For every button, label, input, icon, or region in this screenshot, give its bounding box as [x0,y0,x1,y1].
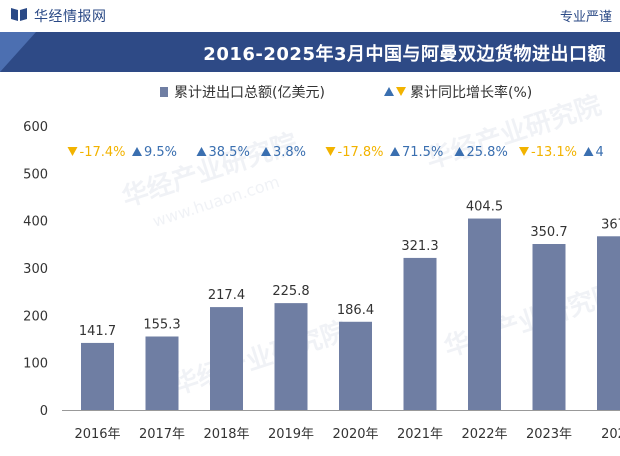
tagline: 专业严谨 [560,10,613,25]
x-tick-label: 202 [601,427,620,442]
growth-rate-label: 4 [596,145,604,160]
growth-up-icon [583,147,594,156]
y-tick-label: 200 [23,309,48,324]
growth-rate-label: -17.8% [338,145,384,160]
bar-value-label: 321.3 [401,239,438,254]
y-tick-label: 100 [23,357,48,372]
bar [81,342,114,410]
title-accent [0,32,36,72]
legend: 累计进出口总额(亿美元) 累计同比增长率(%) [0,80,620,102]
bar [597,236,620,410]
down-triangle-icon [396,87,406,96]
y-tick-label: 0 [40,404,48,419]
bar [210,307,243,410]
bar-value-label: 186.4 [337,303,374,318]
growth-down-icon [67,147,78,156]
bar-value-label: 367 [601,217,620,232]
title-bar: 2016-2025年3月中国与阿曼双边货物进出口额 [0,32,620,72]
bar [468,218,501,410]
x-tick-label: 2017年 [139,427,185,442]
bar [339,321,372,410]
bars [81,218,620,410]
x-tick-label: 2021年 [397,427,443,442]
growth-rate-label: 25.8% [467,145,508,160]
bar [532,244,566,410]
x-tick-label: 2022年 [461,427,507,442]
bar-value-label: 155.3 [143,317,180,332]
growth-rate-label: 38.5% [209,145,250,160]
top-bar: 华经情报网 专业严谨 [0,0,620,30]
bar [145,336,179,410]
legend-bar-item: 累计进出口总额(亿美元) [160,82,325,102]
growth-rate-label: -13.1% [531,145,577,160]
growth-labels: -17.4% 9.5% 38.5% 3.8% -17.8% 71.5% 25.8% -13.1… [67,145,604,160]
y-tick-label: 600 [23,120,48,135]
x-axis: 2016年 2017年 2018年 2019年 2020年 2021年 2022年 2023年… [62,410,620,442]
y-tick-label: 500 [23,167,48,182]
legend-growth-label: 累计同比增长率(%) [410,85,533,101]
x-tick-label: 2023年 [526,427,572,442]
site-name: 华经情报网 [34,9,107,25]
growth-rate-label: 71.5% [402,145,443,160]
bar-value-label: 217.4 [208,288,245,303]
growth-rate-label: 9.5% [144,145,177,160]
x-tick-label: 2019年 [268,427,314,442]
bar-value-label: 404.5 [466,200,503,215]
x-tick-label: 2020年 [332,427,378,442]
bar-value-label: 350.7 [530,225,567,240]
growth-up-icon [132,147,142,156]
chart-title: 2016-2025年3月中国与阿曼双边货物进出口额 [203,44,606,65]
growth-up-icon [196,147,207,156]
y-tick-label: 400 [23,215,48,230]
y-tick-label: 300 [23,262,48,277]
legend-bar-swatch [160,87,168,97]
y-axis: 0 100 200 300 400 500 600 [23,120,48,419]
growth-up-icon [261,147,271,156]
legend-bar-label: 累计进出口总额(亿美元) [174,85,325,101]
growth-up-icon [454,147,465,156]
x-tick-label: 2016年 [74,427,120,442]
growth-up-icon [390,147,400,156]
x-tick-label: 2018年 [203,427,249,442]
growth-down-icon [519,147,529,156]
up-triangle-icon [384,87,394,96]
bar-value-label: 141.7 [79,324,116,339]
growth-rate-label: 3.8% [273,145,306,160]
bar-value-label: 225.8 [272,284,309,299]
legend-growth-item: 累计同比增长率(%) [384,82,532,102]
growth-down-icon [325,147,336,156]
bar [274,303,308,410]
growth-rate-label: -17.4% [80,145,126,160]
value-labels: 141.7 155.3 217.4 225.8 186.4 321.3 404.5 350.7… [79,200,620,339]
bar [403,257,437,410]
book-logo-icon [11,8,27,21]
